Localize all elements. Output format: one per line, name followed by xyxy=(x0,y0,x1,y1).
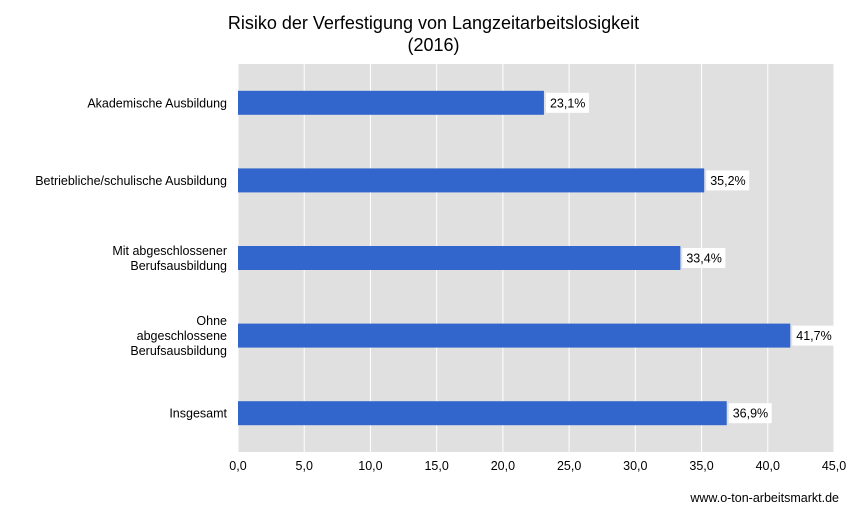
data-label-box xyxy=(706,170,750,191)
x-tick-label: 40,0 xyxy=(756,459,780,473)
x-tick-label: 30,0 xyxy=(623,459,647,473)
bar xyxy=(238,246,681,270)
category-label: Akademische Ausbildung xyxy=(87,96,227,110)
x-tick-label: 25,0 xyxy=(557,459,581,473)
data-label-box xyxy=(792,325,836,346)
x-tick-label: 35,0 xyxy=(689,459,713,473)
category-label: Betriebliche/schulische Ausbildung xyxy=(35,174,227,188)
chart-title: Risiko der Verfestigung von Langzeitarbe… xyxy=(227,13,640,33)
data-label: 36,9% xyxy=(733,407,768,421)
x-axis-ticks: 0,0 5,0 10,0 15,0 20,0 25,0 30,0 35,0 40,0 45,0 xyxy=(229,459,846,473)
x-tick-label: 45,0 xyxy=(822,459,846,473)
bar xyxy=(238,323,791,348)
data-label: 33,4% xyxy=(686,252,721,266)
bar xyxy=(238,401,727,426)
category-label: Berufsausbildung xyxy=(130,259,227,273)
x-tick-label: 10,0 xyxy=(358,459,382,473)
data-label: 41,7% xyxy=(796,329,831,343)
bar xyxy=(238,90,544,115)
source-text: www.o-ton-arbeitsmarkt.de xyxy=(690,491,839,505)
data-label-box xyxy=(545,92,589,113)
data-label: 35,2% xyxy=(710,174,745,188)
bar xyxy=(238,168,705,193)
x-tick-label: 20,0 xyxy=(491,459,515,473)
x-tick-label: 5,0 xyxy=(296,459,313,473)
category-labels: Akademische Ausbildung Betriebliche/schul… xyxy=(35,96,227,420)
data-label-box xyxy=(682,248,726,268)
category-label: Mit abgeschlossener xyxy=(112,244,227,258)
chart-title-block: Risiko der Verfestigung von Langzeitarbe… xyxy=(0,12,867,56)
category-label: Ohne xyxy=(196,314,227,328)
x-tick-label: 0,0 xyxy=(229,459,246,473)
category-label: abgeschlossene xyxy=(137,329,227,343)
data-label-box xyxy=(728,403,772,424)
bars: 23,1% 35,2% 33,4% 41,7% 36,9% xyxy=(238,90,836,426)
chart-subtitle: (2016) xyxy=(407,35,460,55)
category-label: Berufsausbildung xyxy=(130,344,227,358)
x-tick-label: 15,0 xyxy=(424,459,448,473)
category-label: Insgesamt xyxy=(169,407,227,421)
data-label: 23,1% xyxy=(550,96,585,110)
